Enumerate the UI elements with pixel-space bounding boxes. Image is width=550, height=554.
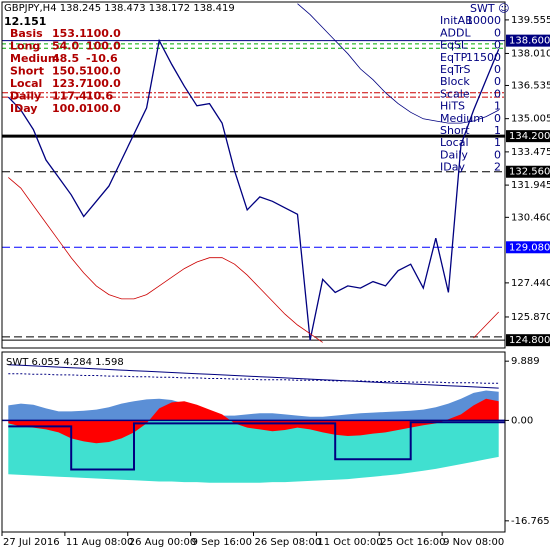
spread-value: 12.151 <box>4 15 46 28</box>
info-right-value: 0 <box>494 75 501 88</box>
info-right-label: Scale <box>440 87 470 100</box>
y-tick-label: 125.870 <box>511 312 550 323</box>
y-tick-label: 9.889 <box>511 356 540 367</box>
level-label-box <box>506 241 550 254</box>
symbol-header: GBPJPY,H4 138.245 138.473 138.172 138.41… <box>4 3 235 14</box>
info-right-label: HiTS <box>440 100 465 113</box>
price-line <box>8 177 499 343</box>
info-right-value: 1 <box>494 136 501 149</box>
level-label: 134.200 <box>509 131 550 142</box>
info-right-label: IDay <box>440 161 465 174</box>
level-label: 132.560 <box>509 167 550 178</box>
info-right-label: InitAB <box>440 14 473 27</box>
info-left-cell: 117.4 <box>52 90 87 103</box>
indicator-area <box>8 420 499 483</box>
main-plot <box>2 3 505 343</box>
info-right-label: EqSL <box>440 39 468 52</box>
info-left-cell: Daily <box>10 90 41 103</box>
info-right-value: 1 <box>494 100 501 113</box>
y-tick-label: 138.010 <box>511 48 550 59</box>
info-right-label: EqTP <box>440 51 468 64</box>
info-right-value: 2 <box>494 161 501 174</box>
price-line <box>297 3 499 124</box>
info-left-cell: 54.0 <box>52 40 79 53</box>
indicator-plot <box>2 364 505 483</box>
info-left-cell: 100.0 <box>52 102 87 115</box>
info-right-label: ADDL <box>440 26 471 39</box>
info-left-cell: 100.0 <box>86 102 121 115</box>
x-tick-label: 26 Aug 00:00 <box>129 537 196 548</box>
info-left-cell: -10.6 <box>86 52 118 65</box>
x-tick-label: 25 Oct 16:00 <box>380 537 445 548</box>
level-label: 138.600 <box>509 36 550 47</box>
y-tick-label: 130.460 <box>511 212 550 223</box>
info-left-cell: 100.0 <box>86 65 121 78</box>
info-left-cell: 100.0 <box>86 27 121 40</box>
x-tick-label: 11 Aug 08:00 <box>66 537 133 548</box>
info-right-value: 11500 <box>466 51 501 64</box>
info-right-label: SWT ☺ <box>470 2 510 15</box>
info-right-label: Short <box>440 124 470 137</box>
indicator-area <box>8 390 499 421</box>
x-tick-label: 9 Sep 16:00 <box>192 537 252 548</box>
info-left-cell: 100.0 <box>86 77 121 90</box>
y-tick-label: -16.765 <box>511 516 550 527</box>
y-tick-label: 136.535 <box>511 80 550 91</box>
x-tick-label: 27 Jul 2016 <box>3 537 60 548</box>
info-left-cell: 123.7 <box>52 77 87 90</box>
level-label-box <box>506 165 550 178</box>
info-left-cell: 153.1 <box>52 27 87 40</box>
info-right-value: 0 <box>494 63 501 76</box>
y-tick-label: 133.475 <box>511 147 550 158</box>
indicator-line <box>8 364 499 389</box>
info-right-value: 1 <box>494 124 501 137</box>
indicator-line <box>8 373 499 384</box>
info-left-cell: 100.0 <box>86 40 121 53</box>
info-left-cell: 150.5 <box>52 65 87 78</box>
overlay: 138.600 134.200 132.560 129.080 124.800 <box>506 34 550 347</box>
level-label: 129.080 <box>509 242 550 253</box>
price-line <box>7 38 500 341</box>
y-tick-label: 0.00 <box>511 415 533 426</box>
info-left-cell: Long <box>10 40 40 53</box>
main-frame <box>1 1 506 349</box>
info-right-label: Block <box>440 75 470 88</box>
info-right-label: Medium <box>440 112 484 125</box>
info-right-value: 0 <box>494 112 501 125</box>
info-left-cell: Short <box>10 65 44 78</box>
x-tick-label: 26 Sep 08:00 <box>255 537 322 548</box>
level-label: 124.800 <box>509 335 550 346</box>
info-left-cell: Medium <box>10 52 59 65</box>
info-right-label: EqTrS <box>440 63 471 76</box>
indicator-title: SWT 6.055 4.284 1.598 <box>6 357 124 368</box>
info-right-value: 0 <box>494 87 501 100</box>
info-right-value: 0 <box>494 148 501 161</box>
y-tick-label: 131.945 <box>511 180 550 191</box>
y-tick-label: 127.440 <box>511 278 550 289</box>
info-right-label: Local <box>440 136 469 149</box>
info-left-cell: 48.5 <box>52 52 79 65</box>
info-right-value: 0 <box>494 26 501 39</box>
info-left-cell: 10.6 <box>86 90 113 103</box>
x-tick-label: 11 Oct 00:00 <box>317 537 382 548</box>
indicator-step-line <box>8 421 505 471</box>
x-tick-label: 9 Nov 08:00 <box>443 537 504 548</box>
info-right-value: 0 <box>494 39 501 52</box>
level-label-box <box>506 334 550 347</box>
y-tick-label: 139.555 <box>511 15 550 26</box>
info-right-label: Daily <box>440 148 468 161</box>
y-tick-label: 135.005 <box>511 114 550 125</box>
info-left-cell: Local <box>10 77 42 90</box>
info-left-cell: Basis <box>10 27 43 40</box>
level-label-box <box>506 34 550 47</box>
info-left-cell: IDay <box>10 102 37 115</box>
info-right-value: 10000 <box>466 14 501 27</box>
level-label-box <box>506 130 550 143</box>
